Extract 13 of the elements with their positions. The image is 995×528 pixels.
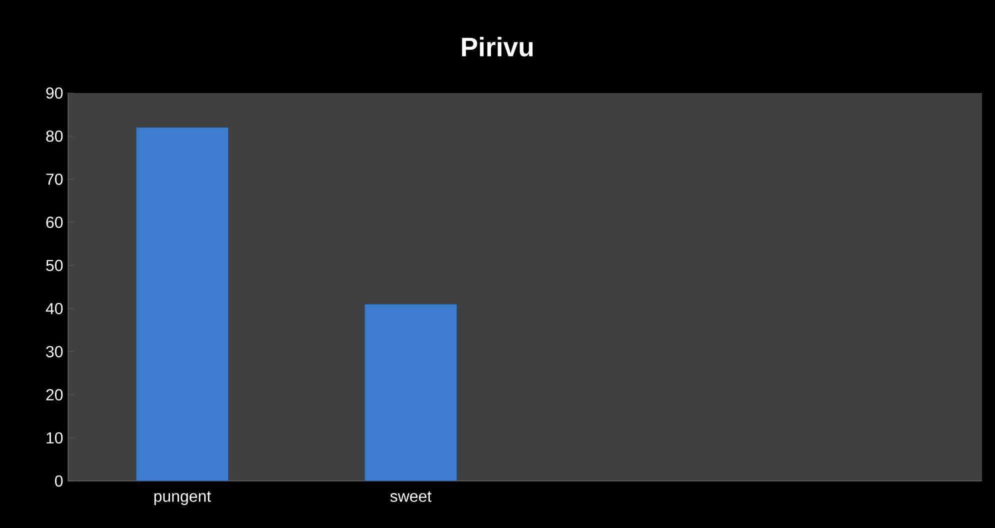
y-tick-label: 10: [46, 432, 63, 444]
y-tick-label: 70: [46, 174, 63, 185]
y-tick-label: 90: [46, 87, 63, 99]
x-tick-label: pungent: [154, 491, 212, 506]
y-tick-label: 40: [46, 302, 63, 314]
chart-title: Pirivu: [462, 36, 533, 56]
y-tick-label: 50: [46, 260, 63, 272]
y-tick-label: 60: [46, 216, 63, 228]
y-tick-label: 30: [46, 346, 63, 358]
x-tick-label: sweet: [390, 491, 432, 502]
y-tick-label: 0: [55, 475, 63, 487]
y-tick-label: 20: [46, 389, 63, 400]
y-tick-label: 80: [46, 130, 63, 142]
